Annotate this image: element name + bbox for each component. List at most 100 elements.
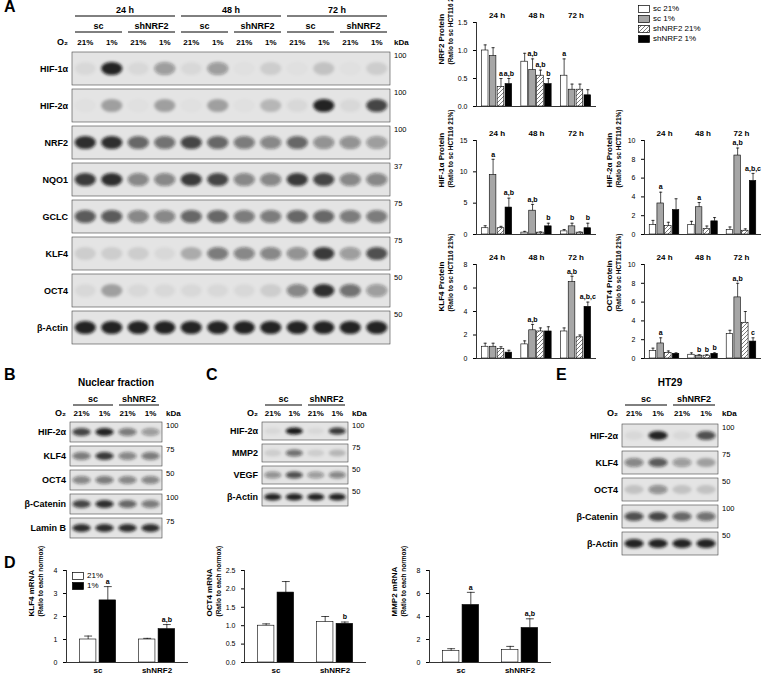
svg-text:(Ratio to each normox): (Ratio to each normox) [215, 546, 223, 617]
svg-text:48 h: 48 h [222, 5, 240, 15]
svg-text:72 h: 72 h [733, 129, 749, 138]
svg-text:0: 0 [632, 355, 636, 362]
svg-text:a,b,c: a,b,c [745, 165, 761, 173]
svg-text:21%: 21% [289, 38, 305, 47]
svg-text:100: 100 [394, 125, 407, 134]
svg-text:(Ratio to sc HCT116 21%): (Ratio to sc HCT116 21%) [447, 233, 455, 311]
svg-text:10: 10 [460, 168, 468, 175]
svg-text:shNRF2: shNRF2 [505, 666, 536, 675]
svg-text:B: B [4, 366, 16, 383]
svg-text:50: 50 [394, 310, 402, 319]
svg-text:21%: 21% [77, 38, 93, 47]
svg-text:75: 75 [394, 236, 402, 245]
svg-text:MMP2: MMP2 [232, 448, 258, 458]
svg-text:24 h: 24 h [489, 253, 505, 262]
svg-text:(Ratio to sc HCT116 21%): (Ratio to sc HCT116 21%) [615, 109, 623, 187]
svg-text:shNRF2: shNRF2 [309, 394, 343, 404]
svg-text:c: c [751, 329, 755, 336]
svg-text:HIF-1α: HIF-1α [40, 64, 69, 74]
svg-text:21%: 21% [73, 409, 89, 418]
svg-text:21%: 21% [183, 38, 199, 47]
svg-text:100: 100 [394, 51, 407, 60]
svg-text:b: b [570, 214, 574, 221]
svg-text:b: b [712, 344, 716, 351]
svg-text:1%: 1% [145, 409, 157, 418]
svg-text:1.0: 1.0 [226, 622, 236, 629]
svg-text:1: 1 [54, 636, 58, 643]
svg-text:a,b: a,b [733, 139, 743, 147]
svg-text:KLF4: KLF4 [44, 451, 67, 461]
svg-text:21%: 21% [265, 409, 281, 418]
svg-text:0: 0 [632, 231, 636, 238]
svg-text:a: a [562, 50, 566, 57]
svg-text:D: D [4, 554, 16, 571]
svg-text:a,b: a,b [162, 616, 172, 624]
svg-text:a: a [659, 329, 663, 336]
svg-text:MMP2 mRNA: MMP2 mRNA [390, 566, 399, 616]
svg-text:75: 75 [352, 443, 360, 452]
svg-text:48 h: 48 h [528, 129, 544, 138]
svg-text:1%: 1% [318, 38, 330, 47]
svg-text:sc: sc [641, 394, 651, 404]
svg-text:O₂: O₂ [55, 408, 66, 418]
svg-text:a,b: a,b [504, 70, 514, 78]
svg-text:O₂: O₂ [247, 408, 258, 418]
svg-text:2: 2 [632, 336, 636, 343]
svg-text:(Ratio to each normox): (Ratio to each normox) [37, 546, 45, 617]
svg-text:0.0: 0.0 [458, 103, 468, 110]
svg-text:HIF-2α: HIF-2α [38, 427, 67, 437]
svg-text:21%: 21% [342, 38, 358, 47]
svg-text:72 h: 72 h [328, 5, 346, 15]
svg-text:OCT4: OCT4 [594, 485, 618, 495]
svg-text:1%: 1% [159, 38, 171, 47]
svg-text:50: 50 [352, 465, 360, 474]
svg-text:a,b: a,b [527, 316, 537, 324]
svg-text:100: 100 [166, 421, 179, 430]
svg-text:a,b: a,b [733, 275, 743, 283]
svg-text:HIF-2α: HIF-2α [230, 426, 259, 436]
svg-text:48 h: 48 h [695, 129, 711, 138]
svg-text:1.5: 1.5 [458, 19, 468, 26]
svg-text:kDa: kDa [722, 409, 737, 418]
svg-text:10: 10 [628, 261, 636, 268]
svg-text:100: 100 [166, 493, 179, 502]
svg-text:15: 15 [460, 137, 468, 144]
svg-text:b: b [546, 70, 550, 77]
svg-text:50: 50 [394, 273, 402, 282]
svg-text:6: 6 [464, 284, 468, 291]
svg-text:a,b: a,b [567, 267, 577, 275]
svg-text:(Ratio to sc HCT116 21%): (Ratio to sc HCT116 21%) [615, 233, 623, 311]
svg-text:100: 100 [722, 504, 735, 513]
svg-text:b: b [697, 346, 701, 353]
svg-text:8: 8 [632, 280, 636, 287]
svg-text:0.5: 0.5 [458, 75, 468, 82]
svg-text:6: 6 [417, 590, 421, 597]
svg-text:Lamin B: Lamin B [30, 523, 66, 533]
svg-text:75: 75 [166, 517, 174, 526]
svg-text:1%: 1% [371, 38, 383, 47]
svg-text:NRF2: NRF2 [44, 138, 68, 148]
svg-text:OCT4: OCT4 [42, 475, 66, 485]
svg-text:0.0: 0.0 [226, 659, 236, 666]
svg-text:4: 4 [54, 567, 58, 574]
svg-text:1%: 1% [212, 38, 224, 47]
svg-text:KLF4 Protein: KLF4 Protein [437, 262, 446, 312]
svg-text:4: 4 [417, 613, 421, 620]
svg-text:a: a [659, 183, 663, 190]
svg-text:sc: sc [93, 21, 103, 31]
svg-text:5: 5 [464, 199, 468, 206]
svg-text:b: b [586, 214, 590, 221]
svg-text:50: 50 [166, 469, 174, 478]
svg-text:C: C [206, 366, 218, 383]
svg-text:a,b: a,b [504, 189, 514, 197]
svg-text:kDa: kDa [394, 38, 409, 47]
svg-text:(Ratio to sc HCT116 21%): (Ratio to sc HCT116 21%) [447, 0, 455, 65]
svg-text:E: E [556, 366, 567, 383]
svg-text:OCT4 Protein: OCT4 Protein [605, 260, 614, 311]
svg-text:1%: 1% [265, 38, 277, 47]
svg-text:a,b: a,b [527, 196, 537, 204]
svg-text:KLF4: KLF4 [596, 458, 619, 468]
svg-text:a: a [106, 578, 110, 585]
svg-text:NRF2 Protein: NRF2 Protein [437, 14, 446, 65]
svg-text:b: b [343, 613, 347, 620]
